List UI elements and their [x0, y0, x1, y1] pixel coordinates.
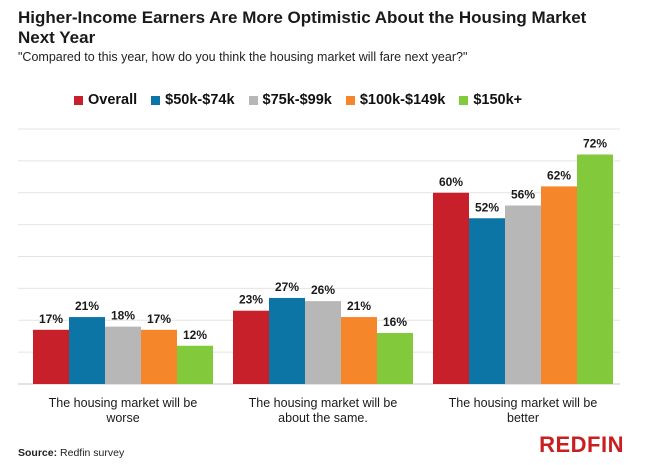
- legend-swatch: [151, 95, 161, 105]
- data-label: 21%: [75, 299, 99, 313]
- chart-title: Higher-Income Earners Are More Optimisti…: [18, 8, 587, 47]
- category-label: about the same.: [278, 411, 368, 425]
- legend-label: Overall: [88, 92, 138, 108]
- bar: [233, 310, 269, 384]
- legend-swatch: [459, 95, 469, 105]
- legend-label: $50k-$74k: [165, 92, 235, 108]
- bar: [433, 192, 469, 384]
- bar: [341, 317, 377, 384]
- bar: [377, 333, 413, 384]
- legend-item-100k-149k: $100k-$149k: [345, 92, 446, 108]
- category-label: The housing market will be: [249, 396, 398, 410]
- data-label: 62%: [547, 168, 571, 182]
- legend-label: $75k-$99k: [262, 92, 332, 108]
- data-label: 17%: [147, 312, 171, 326]
- bar: [177, 345, 213, 384]
- chart-subtitle: "Compared to this year, how do you think…: [18, 50, 468, 64]
- source-note: Source: Redfin survey: [18, 447, 124, 459]
- data-label: 12%: [183, 328, 207, 342]
- data-label: 26%: [311, 283, 335, 297]
- data-label: 21%: [347, 299, 371, 313]
- legend-item-50k-74k: $50k-$74k: [151, 92, 235, 108]
- bar: [541, 186, 577, 384]
- data-label: 23%: [239, 293, 263, 307]
- category-label: The housing market will be: [449, 396, 598, 410]
- legend-label: $150k+: [473, 92, 523, 108]
- legend-item-75k-99k: $75k-$99k: [248, 92, 332, 108]
- data-label: 27%: [275, 280, 299, 294]
- data-label: 56%: [511, 188, 535, 202]
- bar: [69, 317, 105, 384]
- legend-item-150k-plus: $150k+: [459, 92, 522, 108]
- redfin-logo: REDFIN: [539, 432, 624, 457]
- bar: [105, 326, 141, 384]
- bar: [505, 205, 541, 384]
- data-label: 72%: [583, 137, 607, 151]
- bar: [577, 154, 613, 384]
- data-label: 18%: [111, 309, 135, 323]
- bar: [141, 329, 177, 384]
- category-label: The housing market will be: [49, 396, 198, 410]
- bar: [469, 218, 505, 384]
- bar: [33, 329, 69, 384]
- legend-swatch: [345, 95, 355, 105]
- category-label: better: [507, 411, 539, 425]
- legend-item-overall: Overall: [74, 92, 137, 108]
- bar: [269, 297, 305, 384]
- legend-swatch: [248, 95, 258, 105]
- data-label: 16%: [383, 315, 407, 329]
- bar: [305, 301, 341, 384]
- source-label: Source:: [18, 447, 58, 459]
- data-label: 60%: [439, 175, 463, 189]
- category-label: worse: [105, 411, 139, 425]
- legend: Overall $50k-$74k $75k-$99k $100k-$149k …: [74, 92, 522, 108]
- data-label: 17%: [39, 312, 63, 326]
- source-text: Redfin survey: [60, 447, 125, 459]
- legend-label: $100k-$149k: [359, 92, 446, 108]
- legend-swatch: [74, 95, 83, 105]
- data-label: 52%: [475, 200, 499, 214]
